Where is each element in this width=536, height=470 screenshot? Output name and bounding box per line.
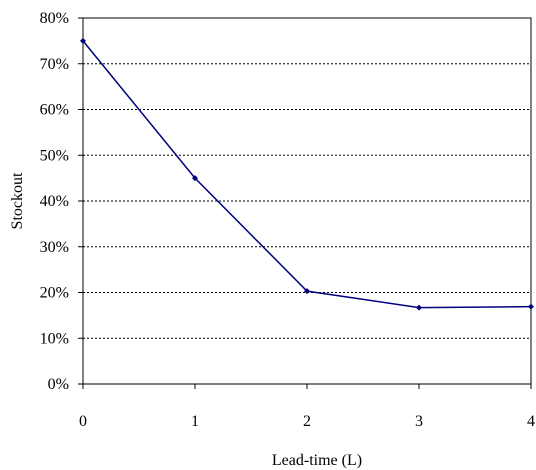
x-tick-label: 4 [527, 413, 535, 430]
data-point [80, 37, 86, 44]
series-layer [80, 37, 534, 311]
y-tick-label: 80% [40, 10, 69, 27]
y-axis-ticks: 0% 10% 20% 30% 40% 50% 60% 70% 80% [40, 10, 83, 393]
x-tick-label: 2 [303, 413, 311, 430]
y-axis-title: Stockout [9, 172, 26, 229]
data-point [528, 303, 534, 310]
data-point [192, 175, 198, 182]
x-tick-label: 1 [191, 413, 199, 430]
y-tick-label: 10% [40, 330, 69, 347]
y-tick-label: 30% [40, 239, 69, 256]
y-tick-label: 40% [40, 193, 69, 210]
x-tick-label: 3 [415, 413, 423, 430]
y-tick-label: 0% [48, 376, 69, 393]
gridlines [83, 63, 531, 339]
x-axis-ticks: 0 1 2 3 4 [79, 384, 535, 430]
series-line [82, 40, 532, 309]
x-axis-title: Lead-time (L) [272, 452, 362, 469]
y-tick-label: 50% [40, 147, 69, 164]
y-tick-label: 60% [40, 102, 69, 119]
x-tick-label: 0 [79, 413, 87, 430]
y-tick-label: 20% [40, 285, 69, 302]
data-point [416, 304, 422, 311]
y-tick-label: 70% [40, 56, 69, 73]
data-point [304, 288, 310, 295]
